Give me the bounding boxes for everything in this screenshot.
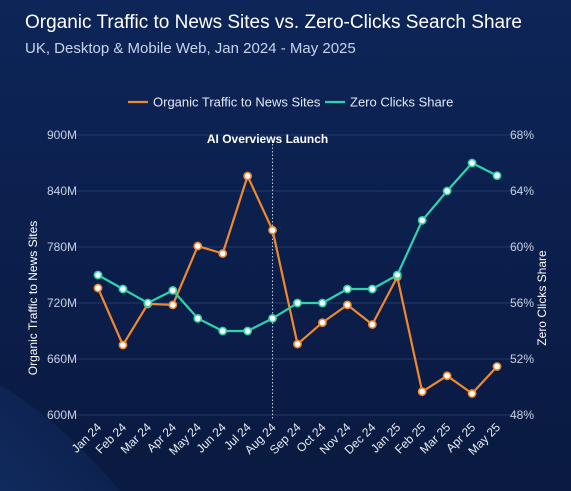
data-point: [168, 285, 178, 295]
data-point: [293, 298, 302, 308]
data-point: [243, 326, 253, 336]
legend-label: Zero Clicks Share: [350, 95, 453, 110]
data-point: [243, 171, 253, 181]
data-point: [93, 283, 103, 293]
data-point: [293, 339, 302, 349]
y2-tick-label: 48%: [510, 408, 534, 422]
data-point: [268, 225, 277, 235]
data-point: [342, 300, 352, 310]
data-point: [442, 371, 452, 381]
y-tick-label: 600M: [47, 408, 77, 422]
data-point: [342, 284, 352, 294]
data-point: [417, 387, 427, 397]
y2-tick-label: 52%: [510, 352, 534, 366]
data-point: [467, 158, 477, 168]
data-point: [492, 362, 502, 371]
y-tick-label: 900M: [47, 128, 77, 142]
data-point: [168, 300, 178, 310]
y2-tick-label: 64%: [510, 184, 534, 198]
data-point: [118, 284, 128, 294]
data-point: [193, 313, 203, 323]
y2-tick-label: 68%: [510, 128, 534, 142]
data-point: [318, 318, 327, 327]
y2-axis-title: Zero Clicks Share: [535, 250, 549, 346]
data-point: [143, 298, 153, 308]
y-tick-label: 780M: [47, 240, 77, 254]
y2-tick-label: 60%: [510, 240, 534, 254]
data-point: [442, 186, 452, 196]
data-point: [318, 298, 327, 308]
y2-tick-label: 56%: [510, 296, 534, 310]
data-point: [492, 171, 502, 180]
data-point: [367, 320, 377, 329]
data-point: [467, 389, 477, 398]
chart-subtitle: UK, Desktop & Mobile Web, Jan 2024 - May…: [25, 40, 356, 57]
y-tick-label: 720M: [47, 296, 77, 310]
y-tick-label: 840M: [47, 184, 77, 198]
data-point: [417, 215, 427, 225]
data-point: [268, 313, 277, 323]
y-axis-title: Organic Traffic to News Sites: [26, 221, 40, 376]
legend-label: Organic Traffic to News Sites: [153, 95, 321, 110]
data-point: [218, 326, 228, 336]
data-point: [118, 340, 128, 350]
chart-title: Organic Traffic to News Sites vs. Zero-C…: [25, 12, 522, 33]
series-line-organic-traffic: [96, 175, 498, 395]
data-point: [218, 249, 228, 258]
data-point: [193, 241, 203, 251]
data-point: [367, 284, 377, 294]
data-point: [392, 270, 402, 280]
y-tick-label: 660M: [47, 352, 77, 366]
data-point: [93, 270, 103, 280]
annotation-label: AI Overviews Launch: [207, 132, 328, 146]
background-glow: [0, 385, 120, 491]
